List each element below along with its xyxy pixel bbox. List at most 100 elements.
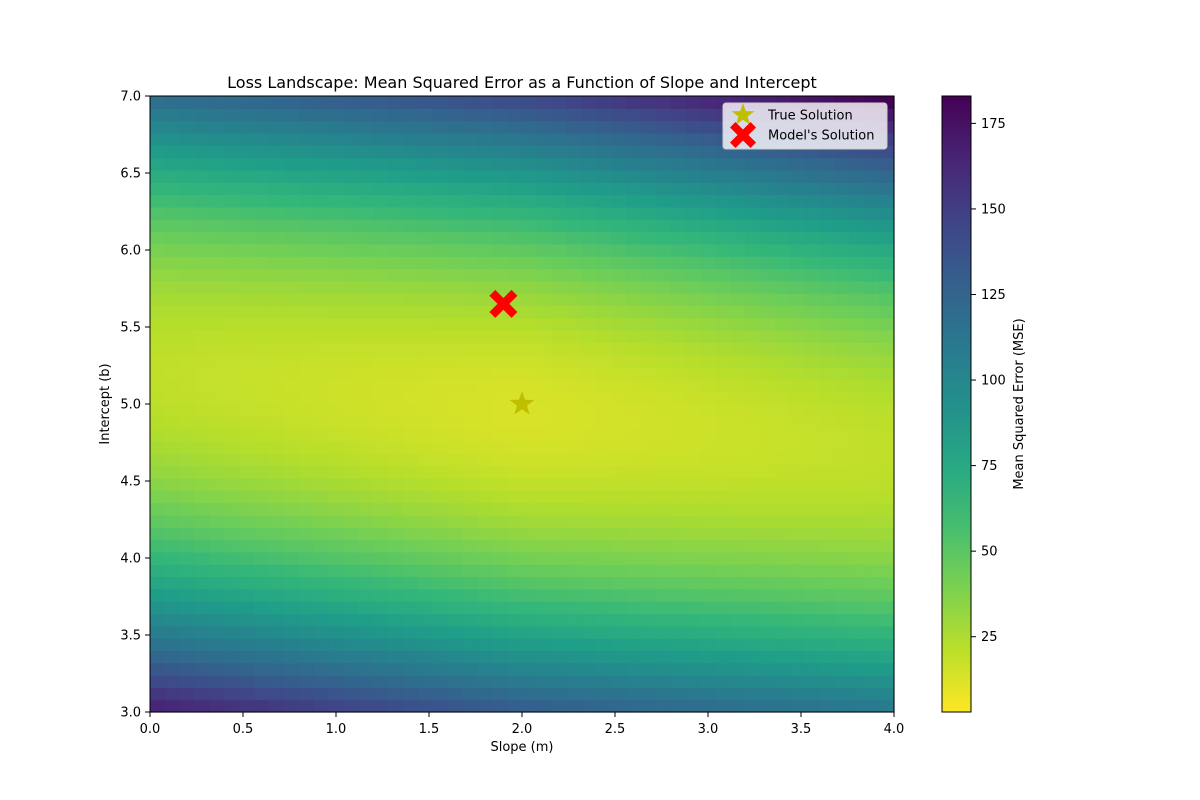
- heatmap-cell: [804, 317, 821, 331]
- heatmap-cell: [402, 194, 419, 208]
- heatmap-cell: [730, 564, 746, 578]
- heatmap-cell: [566, 416, 583, 430]
- heatmap-cell: [596, 539, 612, 553]
- heatmap-cell: [745, 268, 761, 282]
- heatmap-cell: [566, 465, 583, 479]
- heatmap-cell: [879, 293, 895, 307]
- heatmap-cell: [670, 391, 687, 405]
- heatmap-cell: [641, 379, 657, 393]
- heatmap-cell: [641, 96, 657, 109]
- heatmap-cell: [849, 662, 865, 676]
- heatmap-cell: [492, 514, 508, 528]
- heatmap-cell: [685, 625, 702, 639]
- heatmap-cell: [670, 404, 687, 417]
- heatmap-cell: [819, 354, 836, 368]
- heatmap-cell: [492, 354, 508, 368]
- heatmap-cell: [655, 391, 672, 405]
- heatmap-cell: [358, 625, 374, 639]
- heatmap-cell: [447, 514, 464, 528]
- heatmap-cell: [492, 477, 508, 491]
- heatmap-cell: [670, 268, 687, 282]
- heatmap-cell: [313, 391, 330, 405]
- heatmap-cell: [760, 391, 776, 405]
- heatmap-cell: [670, 465, 687, 479]
- heatmap-cell: [492, 391, 508, 405]
- heatmap-cell: [536, 342, 553, 356]
- heatmap-cell: [417, 182, 434, 196]
- heatmap-cell: [789, 206, 806, 220]
- heatmap-cell: [730, 477, 746, 491]
- heatmap-cell: [745, 675, 761, 688]
- heatmap-cell: [358, 613, 374, 627]
- heatmap-cell: [164, 391, 181, 405]
- heatmap-cell: [819, 243, 836, 257]
- heatmap-cell: [388, 453, 404, 467]
- heatmap-cell: [417, 169, 434, 183]
- heatmap-cell: [313, 219, 330, 233]
- heatmap-cell: [685, 108, 702, 122]
- heatmap-cell: [507, 539, 523, 553]
- heatmap-cell: [655, 194, 672, 208]
- heatmap-cell: [164, 502, 181, 516]
- heatmap-cell: [715, 305, 731, 319]
- heatmap-cell: [879, 354, 895, 368]
- heatmap-cell: [507, 354, 523, 368]
- heatmap-cell: [239, 293, 255, 307]
- heatmap-cell: [402, 342, 419, 356]
- heatmap-cell: [804, 564, 821, 578]
- heatmap-cell: [551, 206, 568, 220]
- x-tick-label: 2.0: [512, 722, 533, 737]
- heatmap-cell: [641, 243, 657, 257]
- heatmap-cell: [551, 650, 568, 664]
- heatmap-cell: [641, 391, 657, 405]
- heatmap-cell: [417, 625, 434, 639]
- heatmap-cell: [283, 256, 300, 270]
- heatmap-cell: [566, 145, 583, 159]
- heatmap-cell: [581, 354, 597, 368]
- heatmap-cell: [536, 354, 553, 368]
- heatmap-cell: [462, 490, 478, 504]
- heatmap-cell: [641, 502, 657, 516]
- heatmap-cell: [254, 601, 270, 615]
- heatmap-cell: [760, 564, 776, 578]
- heatmap-cell: [626, 404, 642, 417]
- heatmap-cell: [402, 268, 419, 282]
- heatmap-cell: [209, 169, 225, 183]
- heatmap-cell: [150, 293, 166, 307]
- heatmap-cell: [581, 638, 597, 651]
- heatmap-cell: [150, 169, 166, 183]
- heatmap-cell: [358, 206, 374, 220]
- heatmap-cell: [432, 650, 449, 664]
- heatmap-cell: [313, 268, 330, 282]
- heatmap-cell: [596, 354, 612, 368]
- heatmap-cell: [670, 132, 687, 146]
- heatmap-cell: [700, 96, 717, 109]
- heatmap-cell: [432, 588, 449, 602]
- heatmap-cell: [343, 601, 359, 615]
- heatmap-cell: [328, 453, 345, 467]
- heatmap-cell: [447, 662, 464, 676]
- heatmap-cell: [849, 194, 865, 208]
- heatmap-cell: [522, 662, 538, 676]
- heatmap-cell: [313, 231, 330, 245]
- heatmap-cell: [849, 638, 865, 651]
- heatmap-cell: [566, 280, 583, 294]
- heatmap-cell: [150, 342, 166, 356]
- heatmap-cell: [313, 354, 330, 368]
- heatmap-cell: [239, 256, 255, 270]
- heatmap-cell: [477, 206, 493, 220]
- heatmap-cell: [879, 502, 895, 516]
- heatmap-cell: [254, 132, 270, 146]
- heatmap-cell: [551, 231, 568, 245]
- heatmap-cell: [462, 219, 478, 233]
- heatmap-cell: [150, 539, 166, 553]
- heatmap-cell: [239, 219, 255, 233]
- heatmap-cell: [358, 502, 374, 516]
- heatmap-cell: [269, 662, 285, 676]
- heatmap-cell: [388, 687, 404, 701]
- heatmap-cell: [224, 699, 240, 713]
- heatmap-cell: [209, 379, 225, 393]
- heatmap-cell: [224, 477, 240, 491]
- heatmap-cell: [492, 342, 508, 356]
- heatmap-cell: [789, 194, 806, 208]
